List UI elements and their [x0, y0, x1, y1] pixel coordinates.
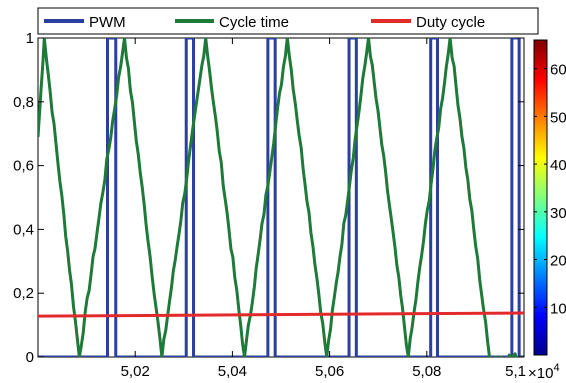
legend-label-duty-cycle: Duty cycle [416, 14, 485, 31]
series-duty-cycle-line [38, 311, 524, 318]
x-tick-label: 5,02 [121, 363, 150, 380]
legend-box [37, 7, 539, 35]
y-tick-label: 1 [26, 30, 34, 47]
legend-label-pwm: PWM [89, 14, 126, 31]
colorbar-tick-label: 50 [550, 109, 566, 126]
x-tick-label: 5,06 [315, 363, 344, 380]
x-tick-label: 5,1 [505, 363, 526, 380]
colorbar: 10 20 30 40 50 60 [533, 39, 566, 356]
colorbar-tick-label: 10 [550, 300, 566, 317]
colorbar-ticks: 10 20 30 40 50 60 [534, 62, 566, 317]
x-tick-label: 5,04 [218, 363, 247, 380]
x-tick-label: 5,08 [412, 363, 441, 380]
colorbar-gradient [533, 39, 548, 356]
y-tick-label: 0,6 [13, 158, 34, 175]
y-tick-label: 0,8 [13, 94, 34, 111]
colorbar-tick-label: 60 [550, 62, 566, 79]
axis-ticks: 0 0,2 0,4 0,6 0,8 1 5,02 5,04 5,06 5,08 5,1 [13, 30, 526, 380]
x-exponent-power: 4 [553, 362, 559, 374]
legend: PWM Cycle time Duty cycle [37, 7, 539, 35]
x-exponent-base: ×10 [528, 365, 553, 382]
colorbar-tick-label: 40 [550, 157, 566, 174]
y-tick-label: 0,2 [13, 285, 34, 302]
legend-label-cycle-time: Cycle time [219, 14, 289, 31]
series-layer [38, 38, 524, 357]
colorbar-tick-label: 30 [550, 205, 566, 222]
y-tick-label: 0 [26, 349, 34, 366]
x-exponent-label: ×104 [528, 362, 560, 382]
colorbar-tick-label: 20 [550, 253, 566, 270]
y-tick-label: 0,4 [13, 221, 34, 238]
series-cycle-time-line [38, 38, 524, 357]
